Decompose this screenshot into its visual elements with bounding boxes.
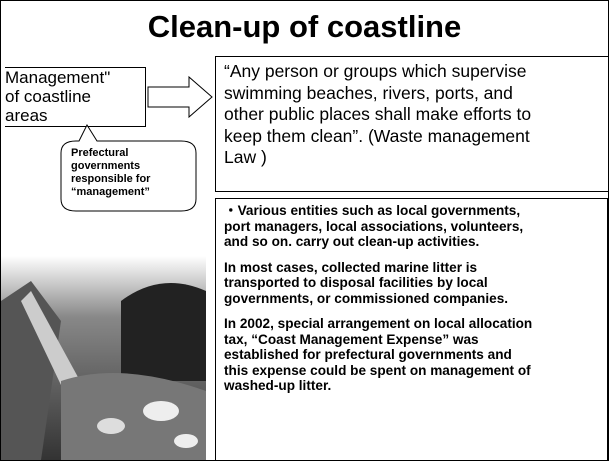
bullet-line: transported to disposal facilities by lo… xyxy=(224,275,599,291)
slide: Clean-up of coastline Management"of coas… xyxy=(0,0,609,461)
bullet-line: washed-up litter. xyxy=(224,378,599,394)
bullet-line: In most cases, collected marine litter i… xyxy=(224,260,599,276)
callout-line: governments xyxy=(71,160,193,173)
bullet-line: governments, or commissioned companies. xyxy=(224,291,599,307)
callout-line: responsible for xyxy=(71,173,193,186)
quote-line: other public places shall make efforts t… xyxy=(224,104,600,126)
bullet-line: this expense could be spent on managemen… xyxy=(224,363,599,379)
quote-line: Law ) xyxy=(224,147,600,169)
bullet-box: ・Various entities such as local governme… xyxy=(215,198,608,461)
bullet-line: port managers, local associations, volun… xyxy=(224,219,599,235)
bullet-line: tax, “Coast Management Expense” was xyxy=(224,332,599,348)
bullet-paragraph: In most cases, collected marine litter i… xyxy=(224,260,599,307)
callout-line: Prefectural xyxy=(71,147,193,160)
arrow xyxy=(148,77,212,117)
bullet-line: and so on. carry out clean-up activities… xyxy=(224,234,599,250)
bullet-line: ・Various entities such as local governme… xyxy=(224,203,599,219)
photo xyxy=(1,256,206,460)
bullet-paragraph: In 2002, special arrangement on local al… xyxy=(224,316,599,394)
quote-line: “Any person or groups which supervise xyxy=(224,61,600,83)
bullet-line: In 2002, special arrangement on local al… xyxy=(224,316,599,332)
quote-line: keep them clean”. (Waste management xyxy=(224,126,600,148)
bullet-line: established for prefectural governments … xyxy=(224,347,599,363)
bullet-paragraph: ・Various entities such as local governme… xyxy=(224,203,599,250)
quote-line: swimming beaches, rivers, ports, and xyxy=(224,83,600,105)
callout-line: “management” xyxy=(71,186,193,199)
